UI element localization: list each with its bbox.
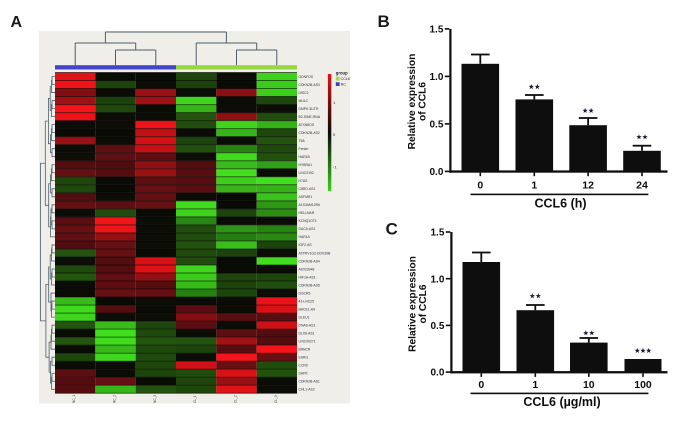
svg-text:0: 0 (477, 179, 483, 191)
svg-text:CDKN2B-AS1: CDKN2B-AS1 (299, 380, 320, 384)
svg-text:of CCL6: of CCL6 (418, 284, 429, 323)
svg-text:ATPRV1G2-DDX39B: ATPRV1G2-DDX39B (299, 251, 331, 255)
svg-text:1.0: 1.0 (429, 72, 443, 83)
svg-text:0.5: 0.5 (429, 120, 443, 131)
svg-text:0.0: 0.0 (430, 368, 444, 379)
svg-text:ESRG: ESRG (299, 356, 309, 360)
svg-text:of CCL6: of CCL6 (418, 82, 429, 121)
svg-text:24: 24 (636, 179, 648, 191)
svg-text:NC_2: NC_2 (113, 395, 117, 403)
svg-text:DNAS-AS1: DNAS-AS1 (299, 323, 316, 327)
svg-text:10: 10 (583, 379, 595, 391)
svg-text:LINC00271: LINC00271 (299, 339, 316, 343)
svg-text:DACA-AS1: DACA-AS1 (299, 227, 316, 231)
svg-text:Relative expression: Relative expression (408, 256, 419, 352)
svg-text:group: group (336, 71, 348, 76)
svg-text:HELLNAR: HELLNAR (299, 211, 315, 215)
svg-text:AK023948: AK023948 (299, 267, 315, 271)
svg-text:1.0: 1.0 (430, 274, 444, 285)
svg-text:0.5: 0.5 (430, 321, 444, 332)
svg-text:IGF2-AS: IGF2-AS (299, 243, 313, 247)
svg-text:DISC2: DISC2 (299, 91, 309, 95)
svg-text:DAPK: DAPK (299, 372, 309, 376)
svg-text:0: 0 (478, 379, 484, 391)
svg-text:LINC0192: LINC0192 (299, 171, 314, 175)
svg-text:B: B (378, 12, 390, 31)
svg-text:ATXN8OS: ATXN8OS (299, 123, 315, 127)
svg-text:NC: NC (341, 83, 347, 87)
svg-text:0: 0 (333, 132, 336, 137)
svg-text:DLEU1: DLEU1 (299, 315, 310, 319)
svg-text:CCL6 (µg/ml): CCL6 (µg/ml) (523, 395, 600, 409)
svg-text:CHL1-AS2: CHL1-AS2 (299, 388, 315, 392)
svg-text:1: 1 (333, 100, 336, 105)
svg-text:HIF1A-AS1: HIF1A-AS1 (299, 275, 316, 279)
svg-text:1: 1 (531, 179, 537, 191)
svg-text:KCNQ1OT1: KCNQ1OT1 (299, 219, 317, 223)
svg-text:C8RO-AS1: C8RO-AS1 (299, 187, 316, 191)
svg-text:1.5: 1.5 (429, 25, 443, 36)
svg-text:BANCR: BANCR (299, 347, 311, 351)
svg-text:NC_3: NC_3 (153, 395, 157, 403)
svg-text:CCL6: CCL6 (341, 77, 350, 81)
svg-text:A: A (11, 14, 23, 31)
svg-text:HAR1A: HAR1A (299, 235, 311, 239)
svg-text:41-LNC25: 41-LNC25 (299, 299, 315, 303)
svg-text:GDNFOS: GDNFOS (299, 75, 314, 79)
svg-text:H7AS: H7AS (299, 179, 309, 183)
svg-text:NC_1: NC_1 (72, 395, 76, 403)
svg-text:ASFMR1: ASFMR1 (299, 195, 313, 199)
svg-text:0.0: 0.0 (429, 167, 443, 178)
svg-text:CL_2: CL_2 (234, 395, 238, 403)
svg-text:CDKN2B-AS4: CDKN2B-AS4 (299, 259, 320, 263)
svg-text:HYBRA1: HYBRA1 (299, 163, 313, 167)
svg-text:DMPK-3UTR: DMPK-3UTR (299, 107, 319, 111)
svg-text:BACE1-AS: BACE1-AS (299, 307, 317, 311)
svg-text:CCL6 (h): CCL6 (h) (534, 196, 586, 210)
svg-text:CL_3: CL_3 (274, 395, 278, 403)
svg-text:CDKN2B-AS3: CDKN2B-AS3 (299, 83, 320, 87)
svg-text:CL_1: CL_1 (193, 395, 197, 403)
svg-text:DLX6-AS1: DLX6-AS1 (299, 331, 315, 335)
svg-text:CCR9: CCR9 (299, 364, 308, 368)
svg-text:A1S3AM12Rh: A1S3AM12Rh (299, 203, 321, 207)
svg-text:CDKN2B-AS2: CDKN2B-AS2 (299, 131, 320, 135)
svg-text:HAR1B: HAR1B (299, 155, 311, 159)
svg-text:-1: -1 (333, 165, 337, 170)
svg-text:T5A: T5A (299, 139, 306, 143)
svg-text:100: 100 (634, 379, 652, 391)
svg-text:1: 1 (532, 379, 538, 391)
svg-text:CDKN2B-AS5: CDKN2B-AS5 (299, 283, 320, 287)
svg-text:Relative expression: Relative expression (407, 54, 418, 150)
svg-text:DGCR5: DGCR5 (299, 291, 311, 295)
svg-text:12: 12 (582, 179, 594, 191)
svg-text:C: C (386, 220, 398, 239)
svg-text:B2-SINE-RNA: B2-SINE-RNA (299, 115, 321, 119)
svg-text:MULC: MULC (299, 99, 309, 103)
svg-text:1.5: 1.5 (430, 228, 444, 239)
svg-text:Fendrr: Fendrr (299, 147, 310, 151)
